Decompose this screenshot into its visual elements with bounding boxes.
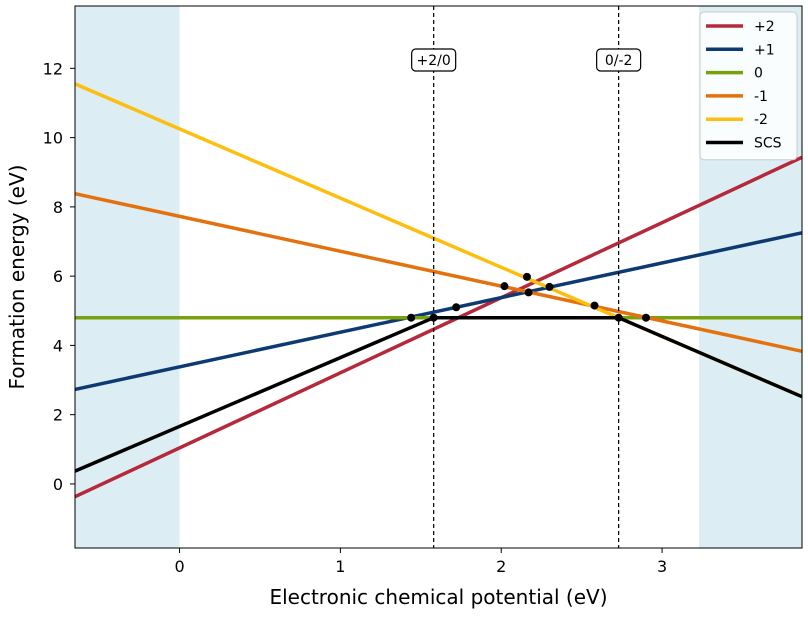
transition-point-7 [590,301,599,310]
transition-point-5 [524,288,533,297]
y-tick-label-6: 12 [43,59,63,78]
y-tick-label-2: 4 [53,336,63,355]
legend-box [699,11,798,161]
legend-label-5: SCS [754,136,782,152]
legend: +2 +1 0 -1 -2 SCS [699,11,798,161]
y-tick-label-4: 8 [53,198,63,217]
transition-annotation-box [411,48,457,72]
legend-label-2: 0 [754,66,763,82]
x-tick-label-1: 1 [335,557,345,576]
transition-annotation-1: 0/-2 [596,48,642,72]
legend-label-1: +1 [754,42,775,58]
series-line-0 [74,155,803,499]
transition-annotation-box [596,48,642,72]
x-tick-label-3: 3 [657,557,667,576]
shaded-regions [75,6,802,548]
transition-point-3 [500,282,509,291]
transition-point-1 [429,313,438,322]
transition-annotation-label: 0/-2 [605,53,633,69]
shaded-region-0 [75,6,180,548]
transition-annotation-0: +2/0 [411,48,457,72]
transition-point-6 [545,282,554,291]
y-axis-label: Formation energy (eV) [5,165,29,390]
y-axis-ticks: 0 2 4 6 8 10 12 [43,59,75,494]
series-lines [74,82,803,499]
transition-level-annotations: +2/0 0/-2 [411,48,642,72]
x-tick-label-0: 0 [174,557,184,576]
transition-point-4 [522,272,531,281]
series-line-3 [74,191,803,354]
x-tick-label-2: 2 [496,557,506,576]
y-tick-label-1: 2 [53,406,63,425]
transition-annotation-label: +2/0 [417,53,451,69]
x-axis-ticks: 0 1 2 3 [174,548,667,576]
y-tick-label-5: 10 [43,129,63,148]
transition-point-2 [452,303,461,312]
x-axis-label: Electronic chemical potential (eV) [269,585,607,609]
transition-point-8 [614,313,623,322]
transition-points [407,272,650,322]
y-tick-label-3: 6 [53,267,63,286]
legend-label-4: -2 [754,112,768,128]
transition-point-0 [407,313,416,322]
transition-level-lines [433,6,620,548]
legend-label-3: -1 [754,89,768,105]
series-line-5 [74,315,803,473]
plot-frame [74,5,803,549]
series-line-1 [74,231,803,392]
transition-point-9 [641,313,650,322]
y-tick-label-0: 0 [53,475,63,494]
legend-label-0: +2 [754,19,775,35]
